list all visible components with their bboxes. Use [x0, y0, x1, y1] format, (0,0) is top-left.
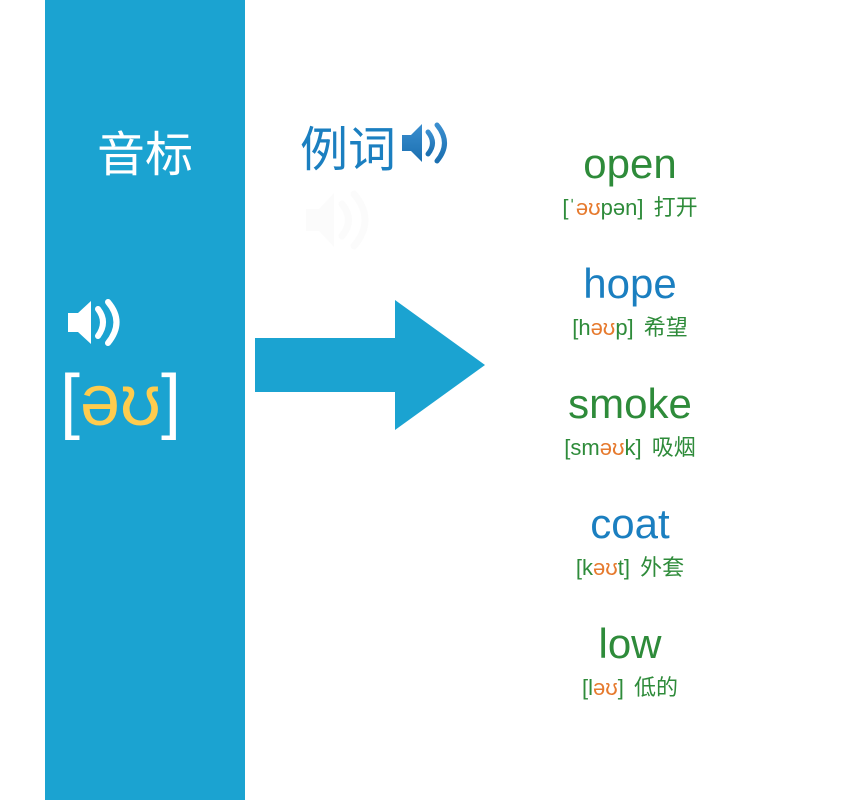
pron-pre: [k: [576, 555, 593, 580]
word-english: smoke: [480, 380, 780, 428]
bracket-right: ]: [161, 361, 181, 441]
pron-pre: [sm: [564, 435, 599, 460]
word-entry: coat[kəʊt] 外套: [480, 500, 780, 582]
word-english: open: [480, 140, 780, 188]
speaker-icon[interactable]: [63, 295, 245, 355]
pron-post: pən]: [601, 195, 644, 220]
word-pronunciation: [ˈəʊpən] 打开: [480, 190, 780, 222]
word-english: hope: [480, 260, 780, 308]
phonetic-header: 音标: [45, 115, 245, 185]
pron-diphthong: əʊ: [593, 555, 618, 580]
word-english: low: [480, 620, 780, 668]
pron-pre: [l: [582, 675, 593, 700]
pron-diphthong: əʊ: [591, 315, 616, 340]
pron-diphthong: əʊ: [576, 195, 601, 220]
example-title: 例词: [300, 110, 396, 180]
vowel-text: əʊ: [80, 361, 161, 441]
word-pronunciation: [həʊp] 希望: [480, 310, 780, 342]
arrow-icon: [245, 290, 495, 445]
pron-pre: [ˈ: [562, 195, 575, 220]
word-pronunciation: [sməʊk] 吸烟: [480, 430, 780, 462]
speaker-icon[interactable]: [398, 119, 458, 172]
pron-pre: [h: [572, 315, 590, 340]
word-chinese: 希望: [638, 315, 688, 340]
word-entry: low[ləʊ] 低的: [480, 620, 780, 702]
pron-diphthong: əʊ: [600, 435, 625, 460]
word-english: coat: [480, 500, 780, 548]
pron-post: p]: [615, 315, 633, 340]
bracket-left: [: [60, 361, 80, 441]
word-chinese: 外套: [634, 555, 684, 580]
word-entry: hope[həʊp] 希望: [480, 260, 780, 342]
pron-diphthong: əʊ: [593, 675, 618, 700]
word-pronunciation: [kəʊt] 外套: [480, 550, 780, 582]
word-pronunciation: [ləʊ] 低的: [480, 670, 780, 702]
word-chinese: 低的: [628, 675, 678, 700]
word-list: open[ˈəʊpən] 打开hope[həʊp] 希望smoke[sməʊk]…: [480, 140, 780, 740]
pron-post: ]: [618, 675, 624, 700]
pron-post: k]: [624, 435, 641, 460]
example-header-wrap: 例词: [300, 110, 458, 180]
speaker-ghost-icon: [300, 185, 385, 260]
word-entry: smoke[sməʊk] 吸烟: [480, 380, 780, 462]
word-entry: open[ˈəʊpən] 打开: [480, 140, 780, 222]
word-chinese: 打开: [647, 195, 697, 220]
sidebar-panel: 音标 [əʊ]: [45, 0, 245, 800]
phonetic-symbol: [əʊ]: [60, 360, 245, 442]
word-chinese: 吸烟: [646, 435, 696, 460]
pron-post: t]: [618, 555, 630, 580]
